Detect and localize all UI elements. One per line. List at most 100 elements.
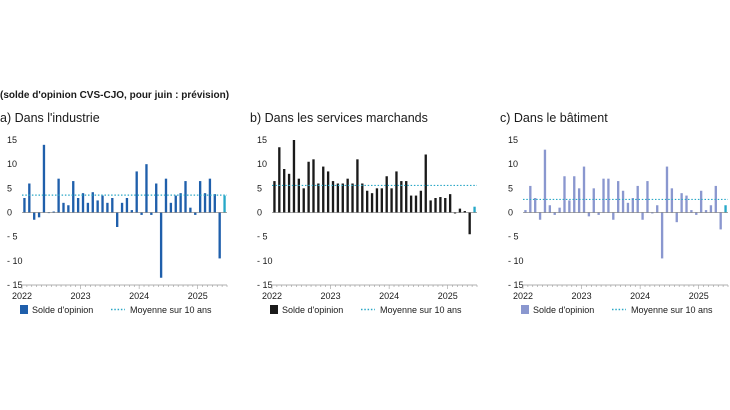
bar-industrie [125,198,129,213]
bar-industrie [159,212,163,278]
bar-industrie [86,202,90,213]
bar-industrie [23,198,26,213]
legend-bar-swatch-batiment [521,305,529,314]
bar-industrie [116,212,119,227]
y-tick-label-industrie: - 15 [7,280,23,290]
bar-batiment [524,210,527,213]
bar-industrie [62,202,65,213]
legend-line-label-services: Moyenne sur 10 ans [380,305,462,315]
y-tick-label-batiment: 0 [508,208,513,218]
legend-bar-label-industrie: Solde d'opinion [32,305,93,315]
bar-batiment [602,178,605,213]
x-tick-label-industrie: 2023 [71,291,91,301]
x-tick-label-industrie: 2025 [188,291,208,301]
y-tick-label-batiment: 15 [508,135,518,145]
bar-services [273,181,276,213]
y-tick-label-services: 10 [257,159,267,169]
bar-batiment [563,176,566,213]
bar-industrie [194,212,197,215]
bar-services [424,154,427,213]
bar-batiment [626,202,630,213]
y-tick-label-industrie: 15 [7,135,17,145]
bar-industrie [130,210,133,213]
bar-batiment [534,198,537,213]
bar-industrie [174,195,177,213]
bar-batiment [636,185,639,213]
y-tick-label-batiment: 5 [508,183,513,193]
legend-line-label-batiment: Moyenne sur 10 ans [631,305,713,315]
y-tick-label-services: - 15 [257,280,273,290]
bar-batiment [582,166,586,213]
bar-services [283,169,286,213]
bar-services [463,211,466,213]
bar-batiment [665,166,669,213]
x-tick-label-batiment: 2022 [513,291,533,301]
bar-batiment [548,205,552,213]
legend-bar-label-services: Solde d'opinion [282,305,343,315]
bar-industrie [213,194,216,213]
bar-services [331,181,335,213]
bar-industrie [189,207,192,213]
bar-batiment [704,210,708,213]
panel-title-industrie: a) Dans l'industrie [0,111,100,125]
bar-services [361,183,364,213]
bar-industrie [218,212,221,259]
bar-services [434,198,437,213]
bar-industrie [28,183,31,213]
x-tick-label-batiment: 2025 [689,291,709,301]
bar-batiment [543,149,547,213]
bar-services [453,212,457,214]
bar-services [287,173,291,213]
x-tick-label-services: 2023 [321,291,341,301]
panel-title-batiment: c) Dans le bâtiment [500,111,608,125]
bar-industrie [184,181,187,213]
bar-services [468,212,471,235]
bar-batiment [685,195,688,213]
bar-services [458,208,462,213]
y-tick-label-batiment: 10 [508,159,518,169]
bar-services [380,188,383,213]
y-tick-label-industrie: 0 [7,208,12,218]
bar-batiment [709,205,713,213]
bar-industrie [76,198,80,213]
bar-services [448,194,452,213]
bar-industrie [169,202,173,213]
bar-batiment [538,212,542,220]
bar-batiment [670,188,674,213]
bar-batiment [631,198,634,213]
y-tick-label-services: 15 [257,135,267,145]
bar-services [341,183,344,213]
bar-batiment [699,190,703,213]
bar-industrie [111,198,114,213]
bar-forecast-services [473,206,476,213]
y-tick-label-batiment: - 5 [508,232,519,242]
bar-batiment [690,210,693,213]
bar-forecast-batiment [724,205,727,213]
bar-industrie [198,181,202,213]
bar-industrie [106,202,109,213]
x-tick-label-services: 2024 [379,291,399,301]
bar-industrie [67,205,70,213]
x-tick-label-industrie: 2022 [12,291,32,301]
bar-services [439,197,442,213]
bar-industrie [101,195,104,213]
bar-industrie [72,181,75,213]
bar-industrie [52,211,55,213]
y-tick-label-industrie: 10 [7,159,17,169]
x-tick-label-batiment: 2024 [630,291,650,301]
y-tick-label-industrie: - 10 [7,256,23,266]
bar-industrie [203,193,207,213]
bar-industrie [81,193,85,213]
bar-batiment [675,212,678,223]
bar-industrie [96,200,99,213]
x-tick-label-industrie: 2024 [129,291,149,301]
bar-services [390,188,393,213]
bar-batiment [597,212,600,215]
bar-services [395,171,398,213]
bar-services [414,195,418,213]
bar-batiment [587,212,591,217]
bar-services [356,159,359,213]
bar-batiment [617,181,620,213]
bar-batiment [656,205,659,213]
